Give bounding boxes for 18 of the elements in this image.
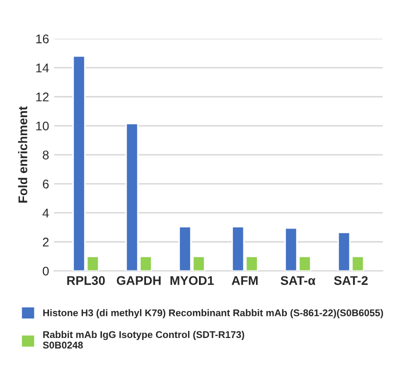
x-tick-label: RPL30 (67, 276, 105, 285)
x-tick-label: SAT-α (280, 276, 316, 285)
x-tick-label: AFM (232, 276, 258, 285)
y-tick-label: 0 (42, 266, 49, 276)
x-tick-label: SAT-2 (334, 276, 368, 285)
legend-label: Histone H3 (di methyl K79) Recombinant Rabbit mAb (S-861-22)(S0B6055) (43, 309, 384, 318)
legend-label: Rabbit mAb IgG Isotype Control (SDT-R173) S0B0248 (42, 330, 244, 349)
x-tick-label: MYOD1 (170, 276, 214, 285)
y-tick-label: 10 (36, 122, 49, 130)
x-tick-label: GAPDH (116, 276, 161, 285)
y-tick-label: 6 (42, 180, 49, 188)
y-tick-label: 16 (36, 34, 49, 44)
y-tick-label: 14 (36, 64, 49, 72)
y-tick-label: 2 (42, 238, 49, 246)
y-tick-label: 8 (42, 150, 49, 160)
y-tick-label: 4 (42, 208, 49, 218)
y-axis-title: Fold enrichment (18, 106, 28, 203)
y-tick-label: 12 (36, 92, 49, 102)
